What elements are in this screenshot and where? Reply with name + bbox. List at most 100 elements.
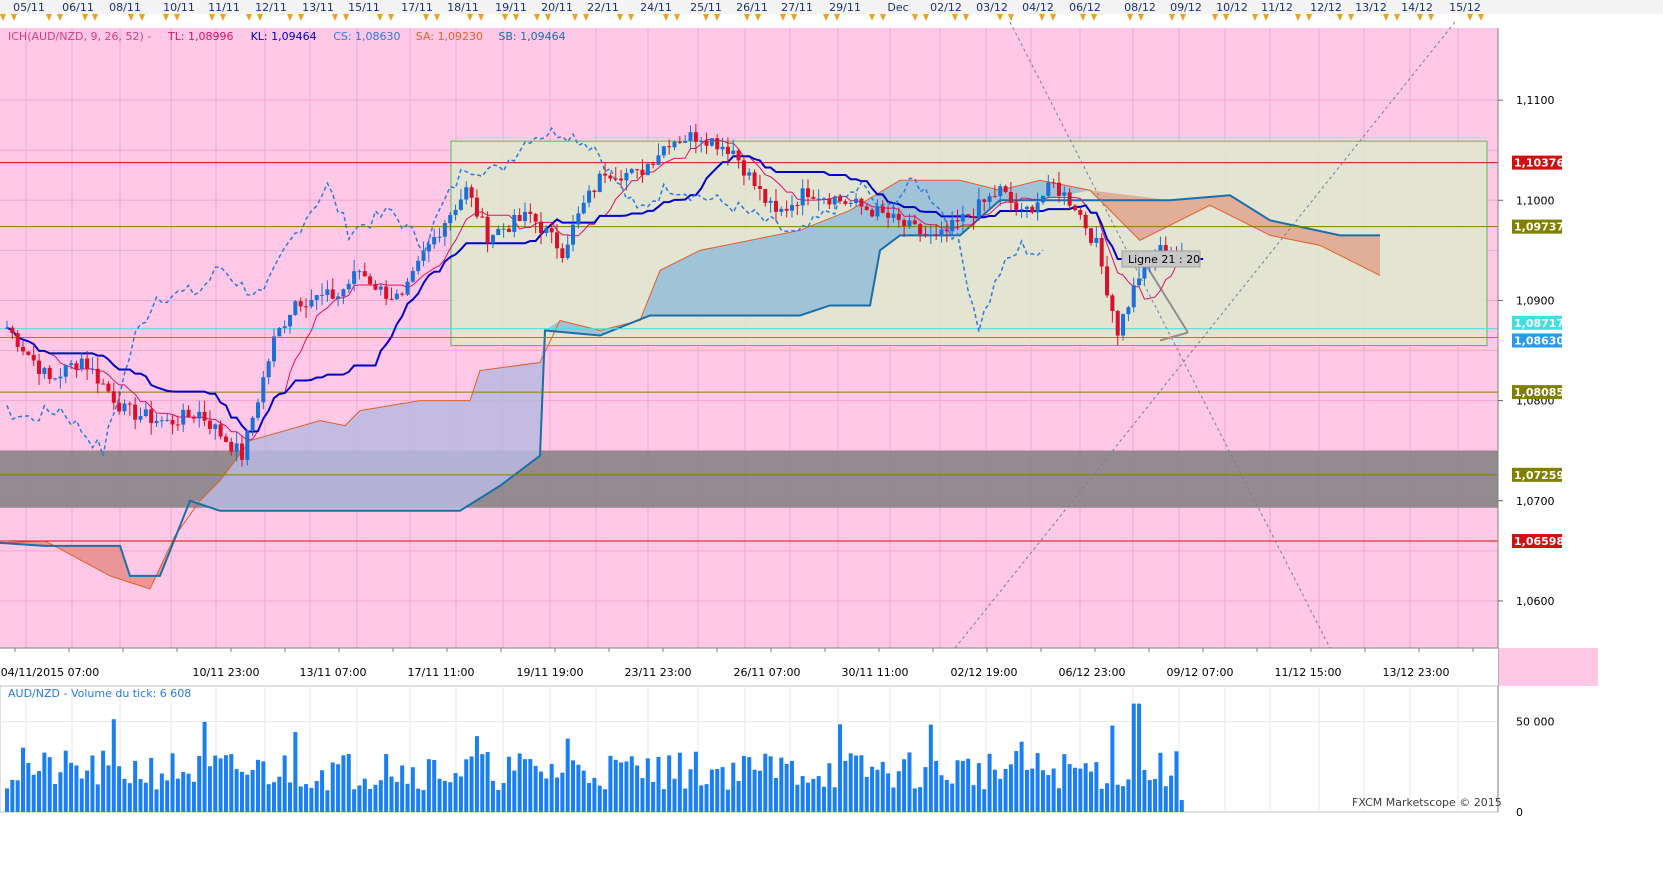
- candle-body[interactable]: [624, 172, 629, 181]
- candle-body[interactable]: [715, 138, 720, 150]
- candle-body[interactable]: [501, 228, 506, 230]
- candle-body[interactable]: [266, 361, 271, 378]
- candle-body[interactable]: [202, 411, 207, 421]
- volume-bar[interactable]: [1062, 754, 1067, 812]
- volume-bar[interactable]: [453, 773, 458, 812]
- candle-body[interactable]: [42, 367, 47, 375]
- volume-bar[interactable]: [490, 780, 495, 812]
- volume-bar[interactable]: [934, 761, 939, 812]
- volume-bar[interactable]: [597, 785, 602, 812]
- volume-bar[interactable]: [1105, 783, 1110, 812]
- candle-body[interactable]: [870, 209, 875, 217]
- volume-bar[interactable]: [763, 753, 768, 812]
- candle-body[interactable]: [1137, 278, 1142, 286]
- candle-body[interactable]: [982, 199, 987, 202]
- candle-body[interactable]: [966, 214, 971, 217]
- candle-body[interactable]: [560, 248, 565, 258]
- volume-bar[interactable]: [346, 753, 351, 812]
- candle-body[interactable]: [1030, 206, 1035, 213]
- volume-bar[interactable]: [314, 781, 319, 812]
- candle-body[interactable]: [181, 409, 186, 425]
- candle-body[interactable]: [330, 289, 335, 299]
- candle-body[interactable]: [490, 235, 495, 244]
- volume-bar[interactable]: [368, 788, 373, 812]
- candle-body[interactable]: [896, 213, 901, 220]
- volume-bar[interactable]: [1153, 779, 1158, 812]
- volume-bar[interactable]: [330, 762, 335, 812]
- price-axis[interactable]: 1,11001,10001,09001,08001,07001,06001,10…: [1497, 28, 1663, 688]
- volume-bar[interactable]: [1024, 769, 1029, 812]
- volume-bar[interactable]: [811, 778, 816, 812]
- volume-bar[interactable]: [1040, 770, 1045, 812]
- price-level-tag[interactable]: [1512, 385, 1562, 400]
- volume-bar[interactable]: [255, 759, 260, 812]
- volume-bar[interactable]: [923, 767, 928, 812]
- volume-bar[interactable]: [1126, 779, 1131, 812]
- volume-bar[interactable]: [1046, 775, 1051, 812]
- candle-body[interactable]: [912, 220, 917, 225]
- candle-body[interactable]: [165, 419, 170, 421]
- candle-body[interactable]: [229, 441, 234, 452]
- candle-body[interactable]: [304, 306, 309, 308]
- volume-bar[interactable]: [1073, 767, 1077, 812]
- candle-body[interactable]: [629, 169, 634, 173]
- candle-body[interactable]: [955, 219, 960, 222]
- candle-body[interactable]: [346, 283, 351, 290]
- candle-body[interactable]: [661, 146, 666, 156]
- candle-body[interactable]: [95, 368, 100, 384]
- candle-body[interactable]: [645, 163, 650, 176]
- volume-bar[interactable]: [197, 755, 202, 812]
- candle-body[interactable]: [886, 212, 891, 218]
- candle-body[interactable]: [635, 169, 640, 171]
- volume-bar[interactable]: [699, 785, 704, 812]
- candle-body[interactable]: [138, 416, 143, 420]
- volume-bar[interactable]: [592, 777, 597, 812]
- candle-body[interactable]: [571, 224, 576, 245]
- candle-body[interactable]: [811, 196, 816, 199]
- candle-body[interactable]: [789, 205, 794, 211]
- candle-body[interactable]: [960, 214, 965, 222]
- candle-body[interactable]: [1126, 307, 1131, 315]
- volume-bar[interactable]: [555, 777, 560, 812]
- volume-bar[interactable]: [432, 760, 437, 812]
- volume-bar[interactable]: [752, 769, 757, 812]
- candle-body[interactable]: [15, 333, 20, 347]
- volume-bar[interactable]: [955, 760, 960, 812]
- volume-bar[interactable]: [517, 753, 522, 812]
- volume-bar[interactable]: [998, 778, 1003, 812]
- volume-bar[interactable]: [843, 760, 848, 812]
- volume-bar[interactable]: [309, 787, 314, 812]
- candle-body[interactable]: [111, 391, 116, 403]
- candle-body[interactable]: [1078, 210, 1083, 215]
- volume-bar[interactable]: [170, 753, 175, 812]
- candle-body[interactable]: [191, 416, 196, 419]
- volume-bar[interactable]: [864, 776, 869, 812]
- volume-bar[interactable]: [245, 774, 250, 812]
- volume-bar[interactable]: [693, 751, 698, 812]
- candle-body[interactable]: [1110, 295, 1115, 311]
- volume-bar[interactable]: [832, 787, 837, 812]
- volume-bar[interactable]: [683, 788, 688, 812]
- candle-body[interactable]: [608, 175, 613, 179]
- volume-bar[interactable]: [838, 724, 843, 812]
- candle-body[interactable]: [154, 420, 159, 424]
- volume-bar[interactable]: [175, 778, 180, 812]
- volume-bar[interactable]: [357, 785, 362, 812]
- volume-bar[interactable]: [21, 747, 26, 812]
- candle-body[interactable]: [496, 228, 501, 236]
- volume-bar[interactable]: [976, 763, 981, 812]
- volume-bar[interactable]: [741, 755, 746, 812]
- candle-body[interactable]: [469, 187, 474, 198]
- volume-bar[interactable]: [896, 771, 901, 812]
- candle-body[interactable]: [1019, 209, 1024, 211]
- candle-body[interactable]: [21, 346, 26, 352]
- volume-bar[interactable]: [549, 764, 554, 812]
- volume-bar[interactable]: [405, 783, 410, 812]
- candle-body[interactable]: [603, 173, 608, 176]
- volume-bar[interactable]: [506, 756, 511, 812]
- candle-body[interactable]: [122, 403, 127, 412]
- volume-bar[interactable]: [79, 778, 84, 812]
- candle-body[interactable]: [667, 146, 672, 148]
- volume-bar[interactable]: [416, 788, 421, 812]
